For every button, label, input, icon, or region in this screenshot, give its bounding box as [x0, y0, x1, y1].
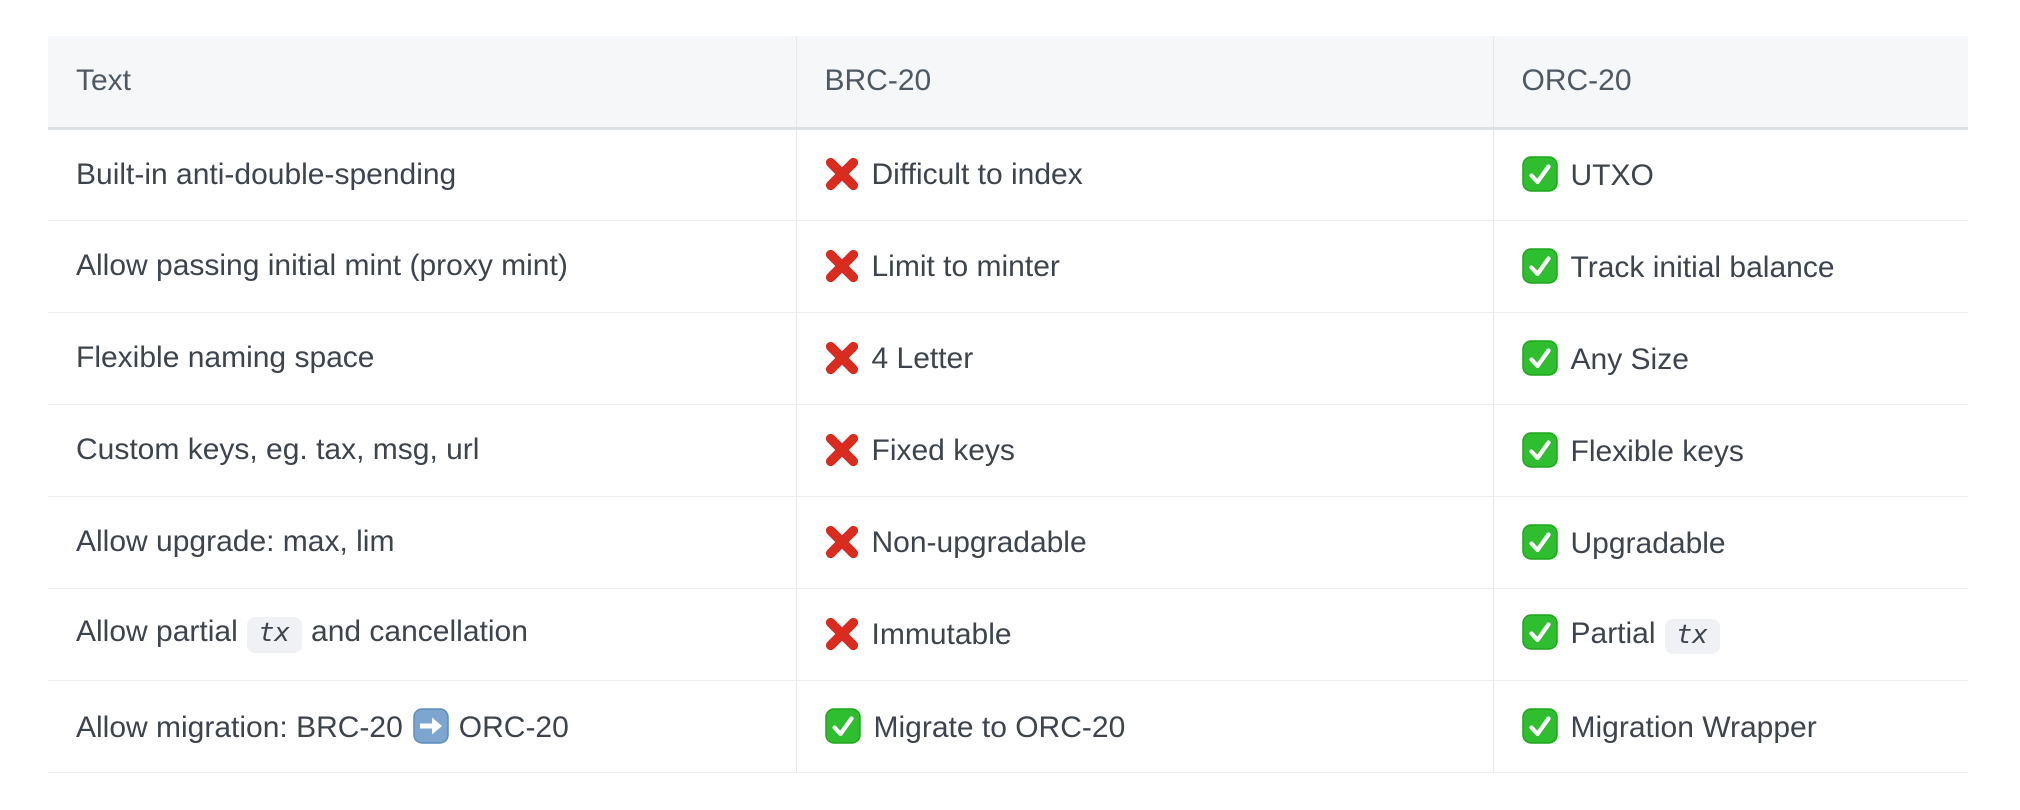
feature-cell: Allow upgrade: max, lim [48, 496, 796, 589]
feature-cell: Allow partial tx and cancellation [48, 588, 796, 681]
table-body: Built-in anti-double-spending Difficult t… [48, 128, 1968, 773]
cell-text: Built-in anti-double-spending [76, 157, 457, 191]
feature-cell: Allow passing initial mint (proxy mint) [48, 220, 796, 313]
cross-mark-icon [825, 433, 859, 467]
inline-code: tx [1664, 618, 1720, 655]
cell-text: Track initial balance [1570, 250, 1835, 284]
cell-text: Allow migration: BRC-20 [76, 710, 403, 744]
cell-text: Allow passing initial mint (proxy mint) [76, 249, 568, 282]
cell-text: Allow partial [76, 615, 238, 649]
orc20-cell: Flexible keys [1492, 404, 1968, 497]
orc20-cell: Upgradable [1492, 496, 1968, 589]
cell-text: Partial [1570, 616, 1656, 650]
brc20-cell: 4 Letter [795, 312, 1493, 405]
cell-text: Migration Wrapper [1570, 710, 1817, 744]
brc20-cell: Limit to minter [795, 220, 1493, 313]
table-row: Allow migration: BRC-20 ORC-20 Migrate to … [48, 680, 1968, 773]
cross-mark-icon [825, 525, 859, 559]
cell-text: Upgradable [1570, 526, 1726, 560]
cross-mark-icon [825, 617, 859, 651]
cross-mark-icon [825, 341, 859, 375]
brc20-cell: Immutable [795, 588, 1493, 681]
check-mark-icon [1521, 523, 1558, 560]
feature-cell: Built-in anti-double-spending [48, 128, 796, 221]
brc20-cell: Difficult to index [795, 128, 1493, 221]
orc20-cell: Any Size [1492, 312, 1968, 405]
table-header: Text BRC-20 ORC-20 [48, 36, 1968, 130]
feature-cell: Custom keys, eg. tax, msg, url [48, 404, 796, 497]
cell-text: Migrate to ORC-20 [873, 710, 1126, 744]
brc20-cell: Migrate to ORC-20 [795, 680, 1493, 773]
check-mark-icon [824, 707, 861, 744]
cell-text: Flexible keys [1570, 434, 1744, 468]
inline-code: tx [246, 617, 303, 653]
table-row: Allow partial tx and cancellation Immutable… [48, 588, 1968, 681]
cell-text: Custom keys, eg. tax, msg, url [76, 433, 480, 466]
table-row: Built-in anti-double-spending Difficult t… [48, 128, 1968, 221]
arrow-right-icon [413, 707, 449, 744]
orc20-cell: UTXO [1492, 128, 1968, 221]
cell-text: UTXO [1570, 159, 1654, 192]
cell-text: Flexible naming space [76, 341, 375, 374]
table-row: Custom keys, eg. tax, msg, url Fixed keys… [48, 404, 1968, 497]
cell-text: Fixed keys [871, 433, 1015, 467]
comparison-table-container: Text BRC-20 ORC-20 Built-in anti-double-… [48, 36, 1968, 773]
brc20-cell: Fixed keys [795, 404, 1493, 497]
cell-text: Allow upgrade: max, lim [76, 525, 395, 558]
column-header-text: Text [48, 36, 796, 130]
cell-text: 4 Letter [871, 341, 974, 375]
cell-text: Any Size [1570, 342, 1689, 376]
check-mark-icon [1521, 431, 1558, 468]
comparison-table: Text BRC-20 ORC-20 Built-in anti-double-… [48, 36, 1968, 773]
feature-cell: Flexible naming space [48, 312, 796, 405]
feature-cell: Allow migration: BRC-20 ORC-20 [48, 680, 796, 773]
cell-text: and cancellation [311, 615, 528, 649]
check-mark-icon [1521, 247, 1558, 284]
table-row: Allow passing initial mint (proxy mint) L… [48, 220, 1968, 313]
cross-mark-icon [825, 157, 859, 191]
orc20-cell: Track initial balance [1492, 220, 1968, 313]
cell-text: Limit to minter [871, 249, 1060, 283]
check-mark-icon [1521, 156, 1558, 192]
check-mark-icon [1521, 707, 1558, 744]
column-header-orc20: ORC-20 [1492, 36, 1968, 130]
header-row: Text BRC-20 ORC-20 [48, 36, 1968, 130]
check-mark-icon [1521, 613, 1558, 650]
cell-text: Immutable [871, 617, 1012, 651]
brc20-cell: Non-upgradable [795, 496, 1493, 589]
cell-text: Non-upgradable [871, 525, 1087, 559]
column-header-brc20: BRC-20 [795, 36, 1493, 130]
cell-text: Difficult to index [871, 158, 1083, 191]
cross-mark-icon [825, 249, 859, 283]
orc20-cell: Migration Wrapper [1492, 680, 1968, 773]
table-row: Allow upgrade: max, lim Non-upgradable Upg… [48, 496, 1968, 589]
cell-text: ORC-20 [458, 710, 569, 744]
table-row: Flexible naming space 4 Letter Any Size [48, 312, 1968, 405]
check-mark-icon [1521, 339, 1558, 376]
orc20-cell: Partial tx [1492, 588, 1968, 681]
